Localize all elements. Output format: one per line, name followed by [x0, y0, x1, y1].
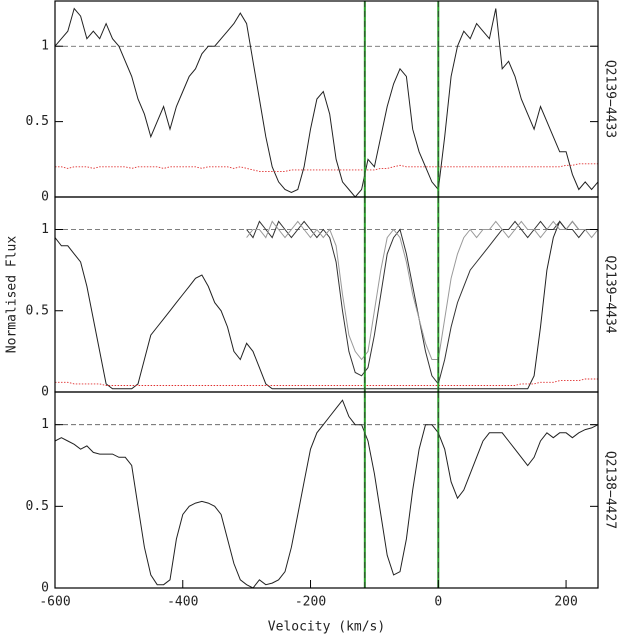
x-axis-label: Velocity (km/s) — [268, 620, 385, 635]
y-tick-label: 1 — [41, 222, 49, 237]
y-tick-label: 0.5 — [26, 303, 49, 318]
x-tick-label: -600 — [39, 595, 70, 610]
y-tick-label: 0 — [41, 190, 49, 205]
x-tick-label: 200 — [554, 595, 577, 610]
y-tick-label: 1 — [41, 417, 49, 432]
x-tick-label: -400 — [167, 595, 198, 610]
panel-label: Q2138−4427 — [603, 451, 618, 529]
panel-label: Q2139−4434 — [603, 255, 618, 333]
y-tick-label: 0 — [41, 385, 49, 400]
x-tick-label: 0 — [434, 595, 442, 610]
spectrum — [55, 163, 598, 172]
spectrum — [54, 220, 598, 390]
spectrum — [54, 399, 599, 589]
y-axis-label: Normalised Flux — [5, 236, 20, 354]
panel-frame — [54, 391, 599, 589]
y-tick-label: 1 — [41, 39, 49, 54]
spectrum — [55, 378, 598, 386]
panel-label: Q2139−4433 — [603, 60, 618, 138]
spectrum — [246, 220, 599, 361]
x-tick-label: -200 — [295, 595, 326, 610]
spectrum — [246, 220, 598, 385]
spectrum — [54, 7, 599, 198]
y-tick-label: 0 — [41, 581, 49, 596]
panel-frame — [54, 196, 599, 393]
y-tick-label: 0.5 — [26, 114, 49, 129]
y-tick-label: 0.5 — [26, 499, 49, 514]
